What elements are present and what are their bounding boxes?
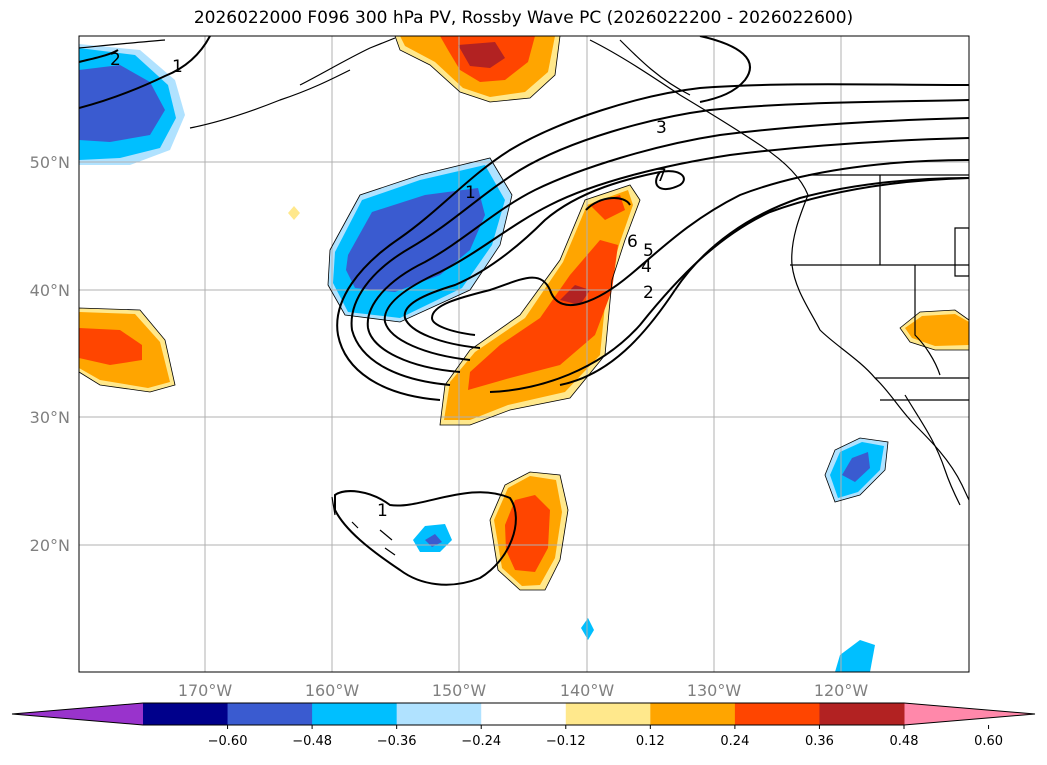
lon-label-120w: 120°W bbox=[814, 681, 869, 700]
colorbar: −0.60 −0.48 −0.36 −0.24 −0.12 0.12 0.24 0.36 0.4… bbox=[11, 702, 1036, 749]
lat-label-50n: 50°N bbox=[30, 153, 70, 172]
contour-label-1-south: 1 bbox=[377, 501, 388, 521]
graticule bbox=[79, 36, 969, 672]
anomaly-outlines bbox=[79, 36, 969, 591]
positive-anomaly-subtropical bbox=[490, 472, 568, 590]
positive-anomaly-east bbox=[288, 206, 969, 350]
colorbar-tick-label: −0.60 bbox=[208, 734, 248, 749]
lon-label-140w: 140°W bbox=[560, 681, 615, 700]
contour-label-6: 6 bbox=[627, 232, 638, 252]
colorbar-segment bbox=[481, 703, 567, 725]
colorbar-extend-high bbox=[904, 703, 1035, 725]
colorbar-tick-label: −0.24 bbox=[461, 734, 501, 749]
contour-label-4: 4 bbox=[641, 257, 652, 277]
colorbar-outline bbox=[11, 702, 1036, 726]
contour-label-7: 7 bbox=[656, 166, 667, 186]
colorbar-tick-label: 0.36 bbox=[805, 734, 834, 749]
positive-anomaly-gulf-alaska bbox=[395, 36, 560, 102]
lon-label-150w: 150°W bbox=[432, 681, 487, 700]
lon-label-130w: 130°W bbox=[687, 681, 742, 700]
negative-anomaly-nw bbox=[79, 44, 185, 165]
colorbar-tick-label: −0.12 bbox=[546, 734, 586, 749]
positive-anomaly-west-pacific bbox=[79, 308, 175, 392]
lon-label-170w: 170°W bbox=[178, 681, 233, 700]
colorbar-segment bbox=[312, 703, 398, 725]
contour-label-1-west: 1 bbox=[172, 57, 183, 77]
colorbar-segment bbox=[143, 703, 229, 725]
colorbar-segment bbox=[396, 703, 482, 725]
contour-label-3: 3 bbox=[656, 118, 667, 138]
colorbar-segment bbox=[819, 703, 905, 725]
colorbar-tick-label: 0.24 bbox=[720, 734, 749, 749]
map-area: 2 1 3 7 1 6 5 4 2 1 bbox=[79, 36, 969, 672]
lon-label-160w: 160°W bbox=[305, 681, 360, 700]
coastlines bbox=[79, 37, 969, 556]
colorbar-segment bbox=[227, 703, 313, 725]
lat-label-30n: 30°N bbox=[30, 408, 70, 427]
contour-label-1-north: 1 bbox=[465, 183, 476, 203]
colorbar-segment bbox=[650, 703, 736, 725]
colorbar-extend-low bbox=[12, 703, 143, 725]
colorbar-segment bbox=[734, 703, 820, 725]
lat-label-40n: 40°N bbox=[30, 281, 70, 300]
colorbar-tick-label: −0.36 bbox=[377, 734, 417, 749]
contour-label-2: 2 bbox=[643, 283, 654, 303]
map-title: 2026022000 F096 300 hPa PV, Rossby Wave … bbox=[193, 8, 854, 28]
map-frame bbox=[78, 35, 970, 673]
colorbar-segment bbox=[565, 703, 651, 725]
colorbar-tick-label: 0.60 bbox=[974, 734, 1003, 749]
negative-anomaly-north-pacific bbox=[328, 158, 512, 322]
colorbar-tick-label: 0.48 bbox=[890, 734, 919, 749]
colorbar-tick-label: 0.12 bbox=[636, 734, 665, 749]
lat-label-20n: 20°N bbox=[30, 536, 70, 555]
contour-label-2-west: 2 bbox=[110, 50, 121, 70]
pv-contours bbox=[79, 36, 969, 586]
contour-label-5: 5 bbox=[643, 241, 654, 261]
colorbar-tick-label: −0.48 bbox=[292, 734, 332, 749]
